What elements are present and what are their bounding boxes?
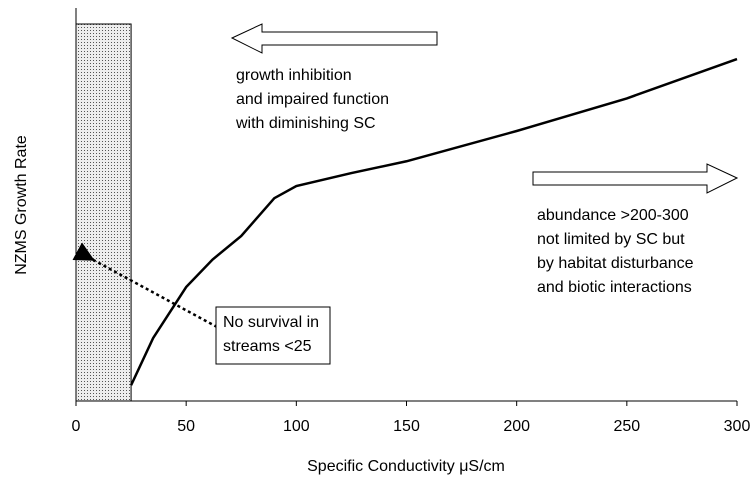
annotation-text: and biotic interactions [537,279,692,296]
x-tick-label: 0 [72,418,81,435]
left-arrow [230,23,438,54]
growth-curve [129,57,738,386]
x-tick-label: 300 [724,418,751,435]
x-tick-label: 250 [613,418,640,435]
annotation-text: streams <25 [223,338,312,355]
y-axis-label: NZMS Growth Rate [13,135,30,275]
annotation-text: growth inhibition [236,67,352,84]
annotation-text: No survival in [223,314,319,331]
no-survival-region [75,23,132,402]
x-tick-label: 150 [393,418,420,435]
right-arrow [532,163,739,194]
dotted-arrow [72,242,218,329]
x-axis-label: Specific Conductivity μS/cm [307,458,505,475]
annotation-text: with diminishing SC [235,115,376,132]
annotation-text: not limited by SC but [537,231,685,248]
annotation-text: abundance >200-300 [537,207,689,224]
annotation-text: by habitat disturbance [537,255,694,272]
annotation-text: and impaired function [236,91,389,108]
x-tick-label: 200 [503,418,530,435]
annotation-box [215,306,331,365]
x-tick-label: 100 [283,418,310,435]
x-tick-label: 50 [177,418,195,435]
